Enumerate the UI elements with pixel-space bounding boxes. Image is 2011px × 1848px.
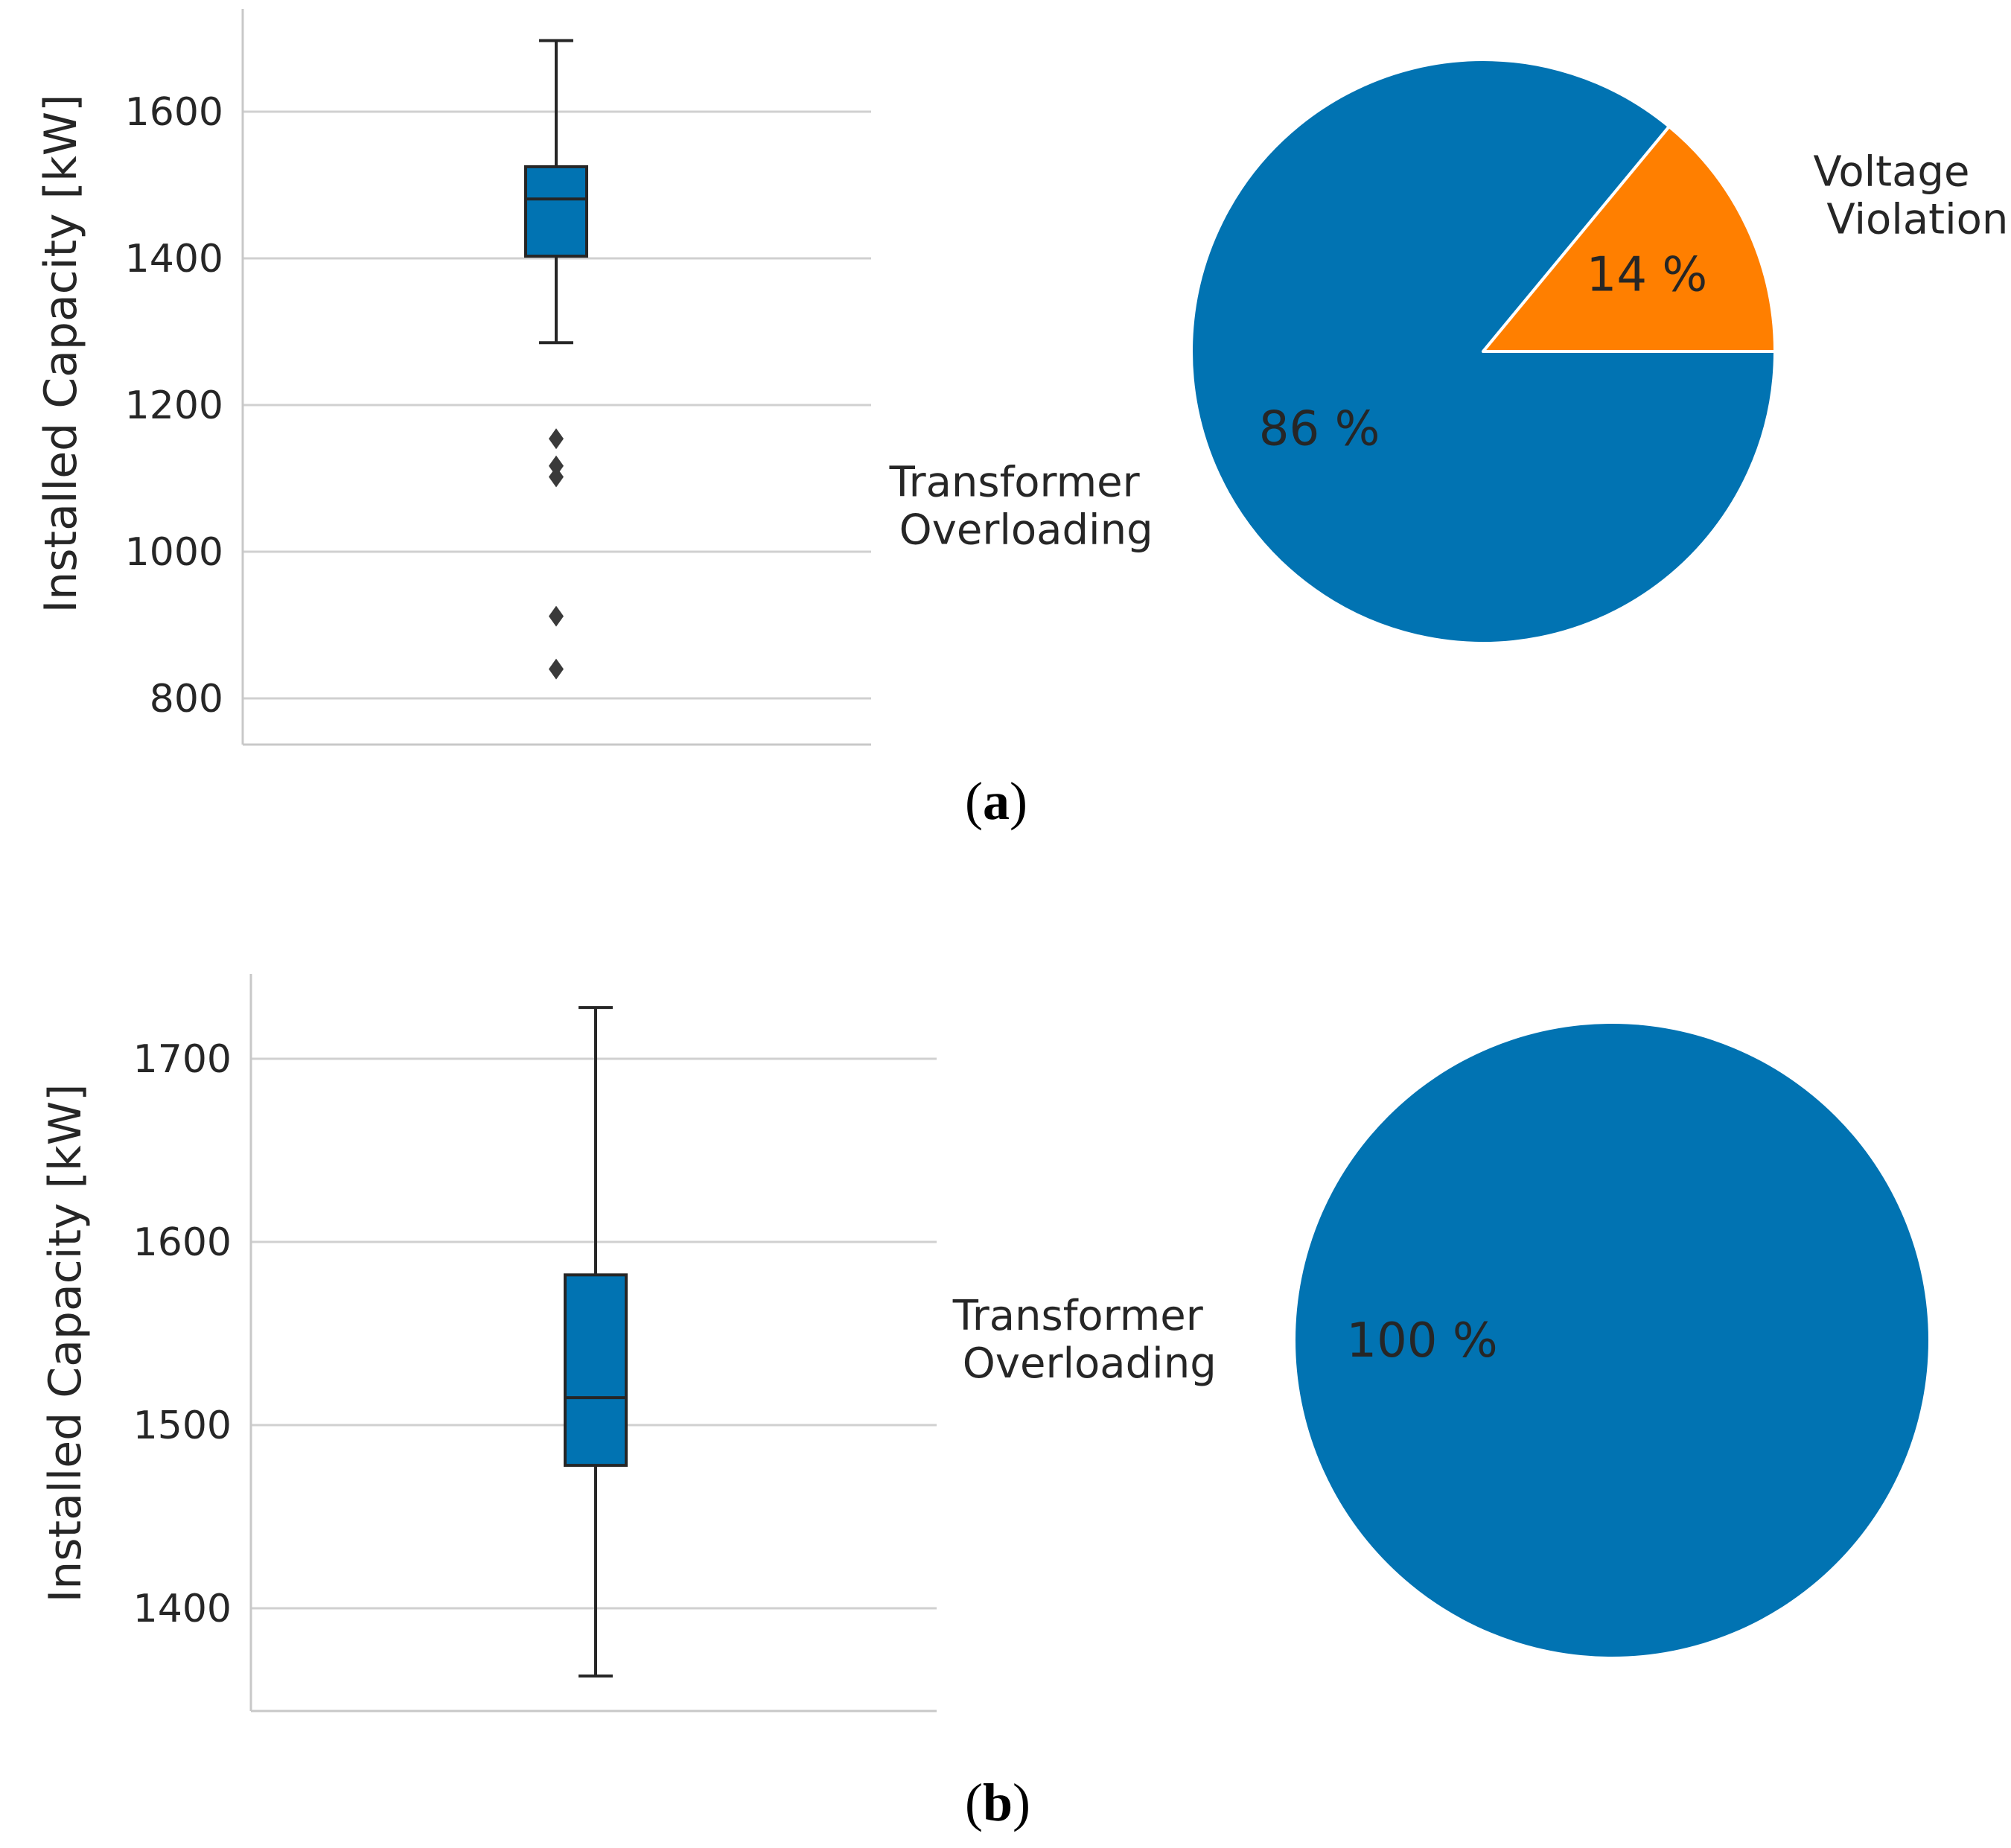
panel-a-box-ylabel: Installed Capacity [kW] [35, 95, 87, 614]
panel-a-box-ytick-label-800: 800 [150, 677, 223, 721]
panel-b-pie-slice-transformer-overloading-pct-label: 100 % [1346, 1313, 1497, 1369]
panel-a-pie-slice-transformer-overloading-label-line-2: Overloading [899, 506, 1153, 555]
panel-b-pie-slice-transformer-overloading-label-line-2: Overloading [963, 1339, 1217, 1388]
panel-a-pie-slice-transformer-overloading-pct-label: 86 % [1259, 401, 1380, 456]
panel-a-box-ytick-label-1200: 1200 [125, 383, 223, 428]
panel-a-box-outlier-2 [549, 466, 564, 488]
panel-a-pie-slice-transformer-overloading-label-line-1: Transformer [889, 459, 1141, 507]
panel-a-box-ytick-label-1400: 1400 [125, 237, 223, 281]
caption-b: (b) [965, 1773, 1031, 1832]
panel-b-pie-slice-transformer-overloading [1295, 1024, 1928, 1657]
panel-a-box-outlier-3 [549, 605, 564, 627]
panel-a-pie-slice-voltage-violation-label-line-2: Violation [1826, 195, 2008, 243]
panel-a-pie-slice-voltage-violation [1482, 124, 1776, 353]
panel-a-box-outlier-0 [549, 428, 564, 450]
panel-b-box-ytick-label-1500: 1500 [133, 1403, 232, 1448]
panel-b-pie-slice-transformer-overloading-label-line-1: Transformer [952, 1292, 1204, 1340]
panel-b-box-ytick-label-1400: 1400 [133, 1587, 232, 1631]
panel-a-pie-slice-voltage-violation-label-line-1: Voltage [1813, 147, 1969, 196]
panel-a-box-ytick-label-1600: 1600 [125, 90, 223, 135]
panel-a-box-outlier-1 [549, 455, 564, 477]
panel-a-box-iqr-box [524, 165, 588, 258]
panel-b-box-ytick-label-1600: 1600 [133, 1220, 232, 1265]
caption-a: (a) [965, 771, 1027, 831]
caption-b-letter: b [982, 1773, 1013, 1832]
panel-a-box-ytick-label-1000: 1000 [125, 530, 223, 575]
panel-b-box-ytick-label-1700: 1700 [133, 1037, 232, 1082]
panel-b-box-iqr-box [564, 1273, 628, 1468]
caption-a-letter: a [982, 771, 1010, 831]
panel-b-box-ylabel: Installed Capacity [kW] [39, 1084, 92, 1603]
panel-a-box-outlier-4 [549, 658, 564, 680]
panel-a-pie-slice-voltage-violation-pct-label: 14 % [1587, 248, 1708, 303]
